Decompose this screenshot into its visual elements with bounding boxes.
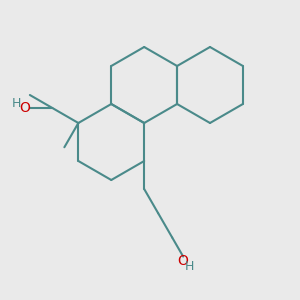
Text: H: H — [184, 260, 194, 273]
Text: O: O — [178, 254, 189, 268]
Text: H: H — [12, 98, 21, 110]
Text: O: O — [19, 101, 30, 115]
